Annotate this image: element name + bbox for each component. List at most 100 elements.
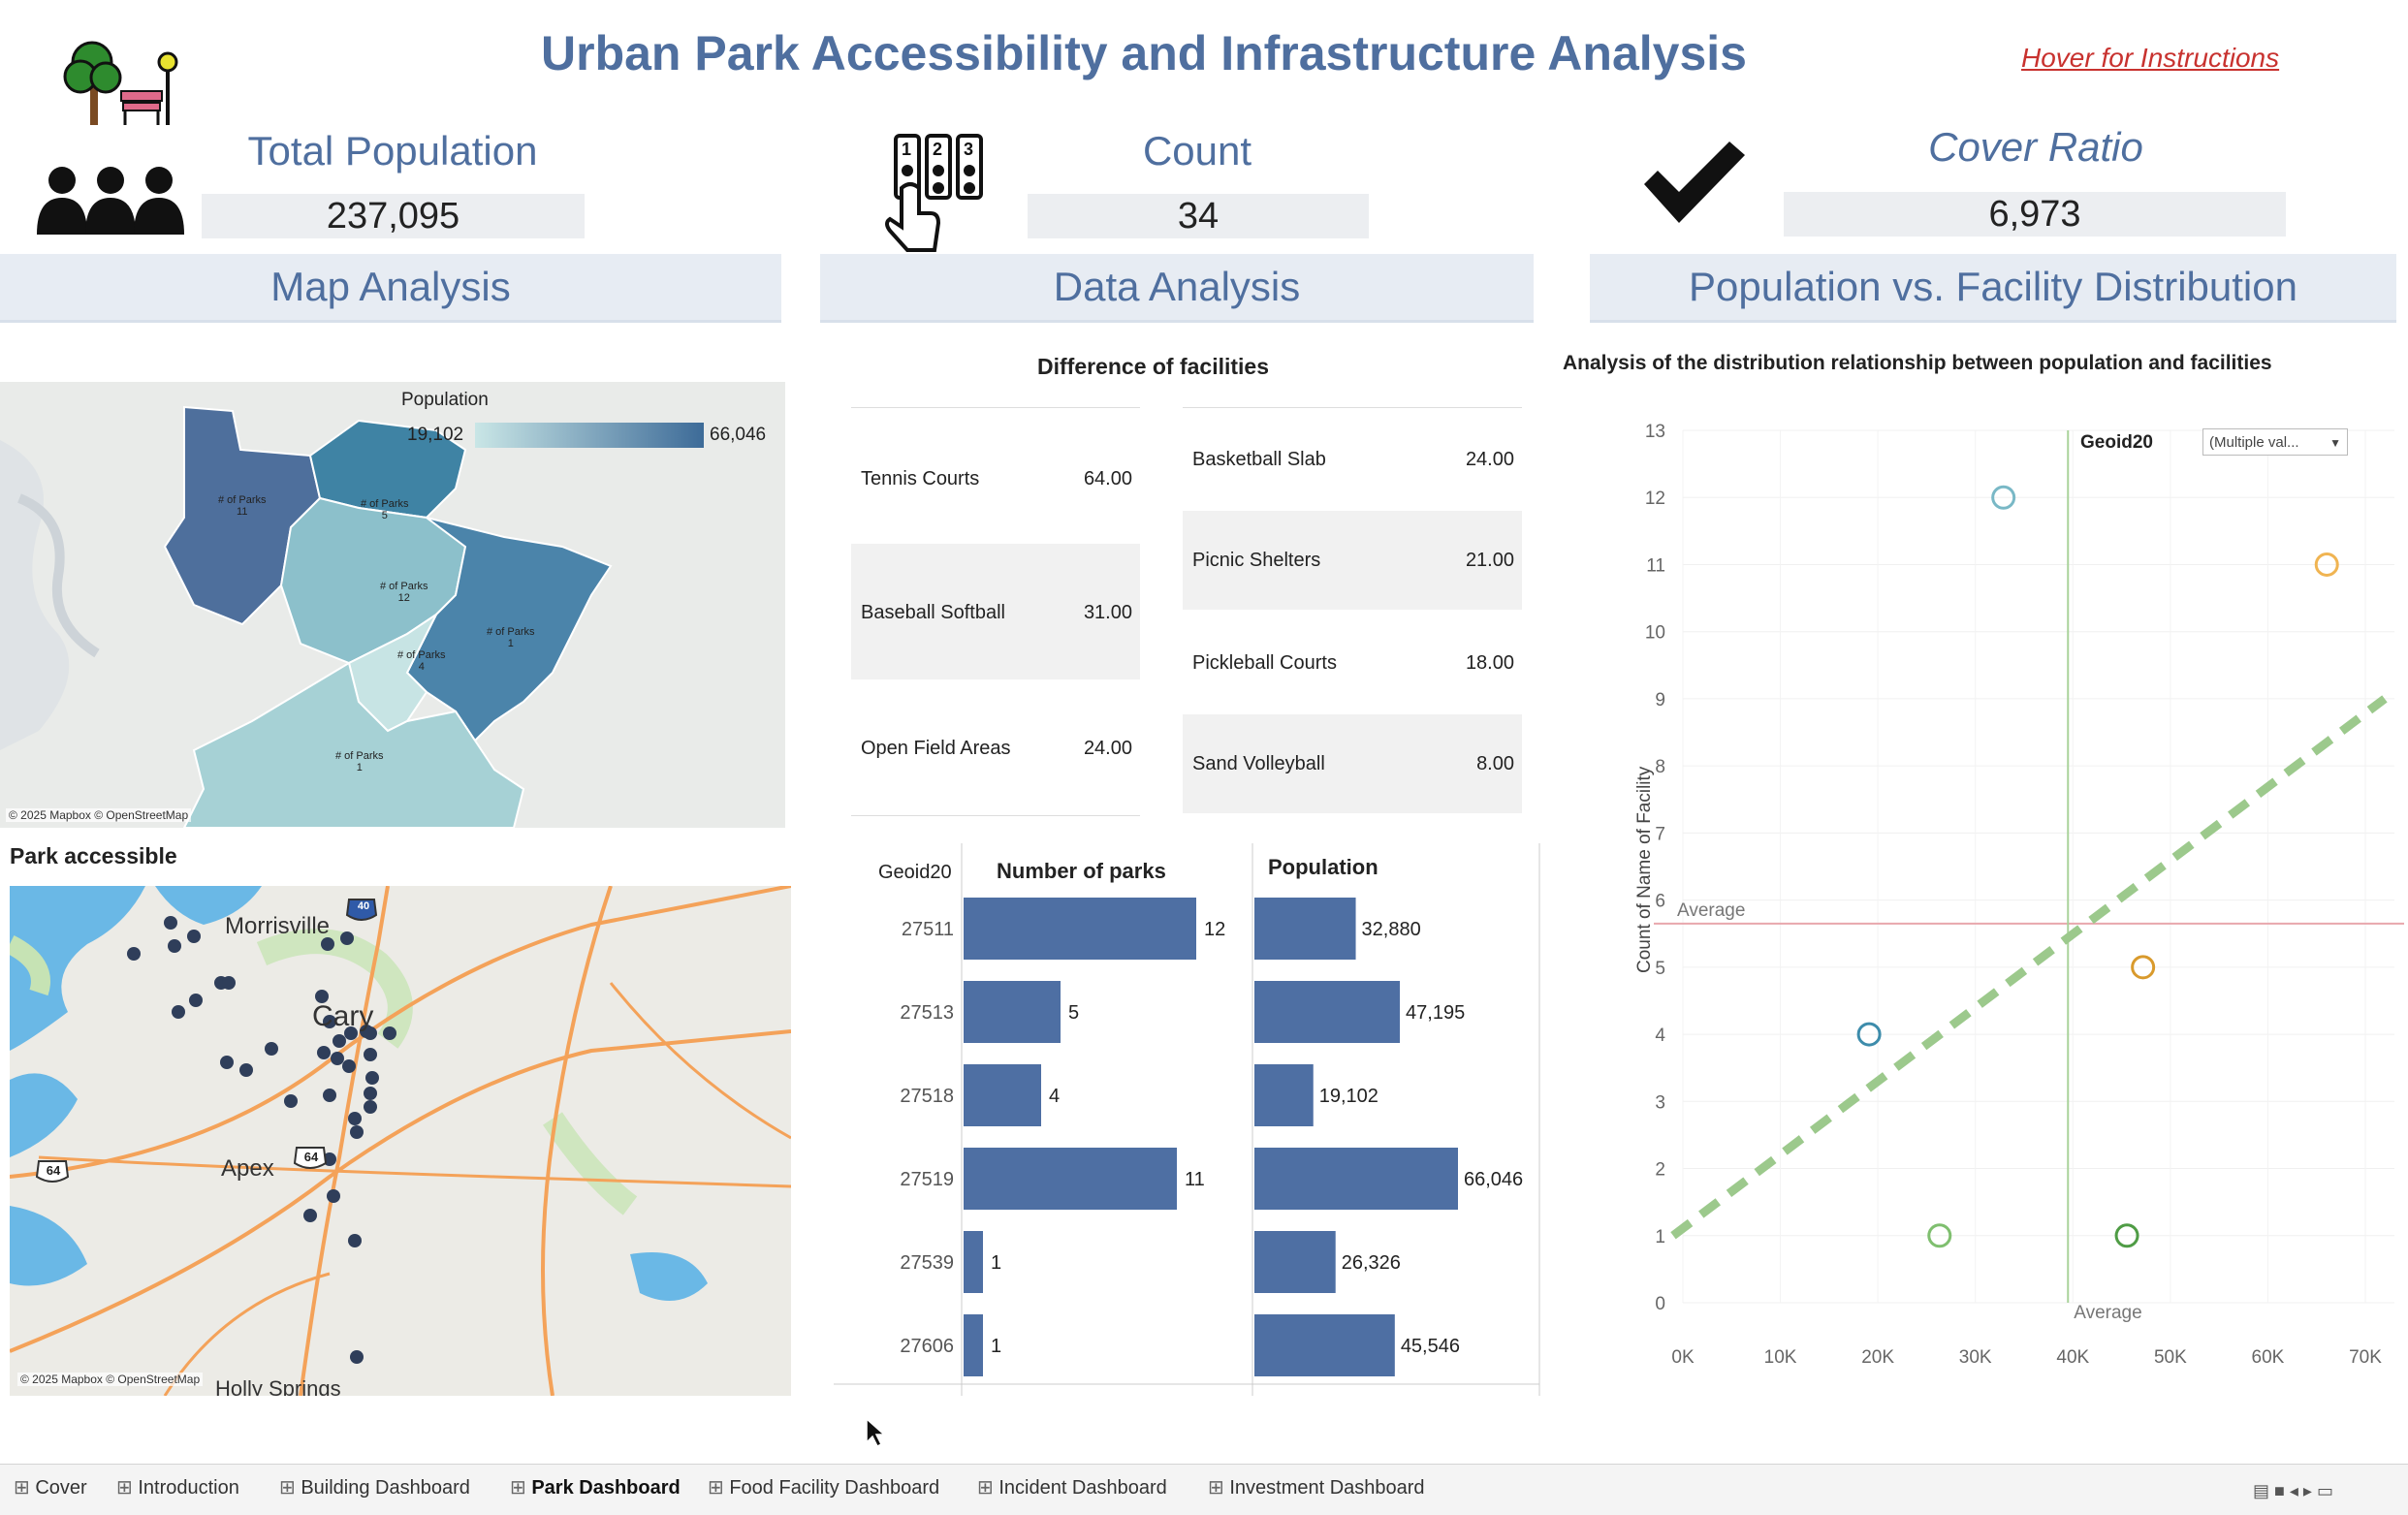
- average-x-label: Average: [2074, 1303, 2141, 1323]
- population-bar[interactable]: [1254, 1314, 1395, 1376]
- parks-bar[interactable]: [964, 1148, 1177, 1210]
- parks-bar-label: 12: [1204, 919, 1225, 940]
- svg-text:1: 1: [902, 140, 911, 159]
- map-credit: © 2025 Mapbox © OpenStreetMap: [6, 808, 192, 822]
- park-accessible-title: Park accessible: [10, 843, 177, 868]
- tab-cover[interactable]: ⊞ Cover: [14, 1475, 87, 1499]
- tab-food-facility-dashboard[interactable]: ⊞ Food Facility Dashboard: [708, 1475, 939, 1499]
- population-bar[interactable]: [1254, 1148, 1458, 1210]
- sheet-grid-icon: ⊞: [14, 1477, 36, 1499]
- y-tick-label: 7: [1655, 824, 1665, 844]
- parks-bar-label: 5: [1068, 1002, 1079, 1024]
- park-locations-map[interactable]: Morrisville Cary Apex Holly Springs 40 6…: [10, 886, 791, 1396]
- facilities-right-column: Basketball Slab 24.00 Picnic Shelters 21.0…: [1183, 407, 1522, 815]
- tab-building-dashboard[interactable]: ⊞ Building Dashboard: [279, 1475, 470, 1499]
- scatter-point[interactable]: [1991, 485, 2016, 510]
- tab-label: Park Dashboard: [531, 1477, 681, 1499]
- hover-instructions-link[interactable]: Hover for Instructions: [2021, 43, 2280, 73]
- x-tick-label: 60K: [2252, 1347, 2285, 1368]
- facility-row: Basketball Slab 24.00: [1192, 449, 1514, 470]
- population-bar-label: 45,546: [1401, 1336, 1460, 1357]
- sheet-grid-icon: ⊞: [977, 1477, 999, 1499]
- us-route-shield-icon: 64: [303, 1150, 319, 1164]
- population-choropleth-map[interactable]: Population 19,102 66,046 # of Parks 11 # …: [0, 382, 785, 828]
- population-bar[interactable]: [1254, 898, 1356, 960]
- geoid-label: 27539: [900, 1252, 954, 1274]
- sheet-grid-icon: ⊞: [1208, 1477, 1230, 1499]
- tab-park-dashboard[interactable]: ⊞ Park Dashboard: [510, 1475, 681, 1499]
- scatter-point[interactable]: [1927, 1223, 1952, 1248]
- sheet-tab-bar: [0, 1464, 2408, 1515]
- sheet-grid-icon: ⊞: [116, 1477, 139, 1499]
- tab-incident-dashboard[interactable]: ⊞ Incident Dashboard: [977, 1475, 1167, 1499]
- data-analysis-header: Data Analysis: [820, 254, 1534, 323]
- count-vote-icon: 1 2 3: [880, 130, 1006, 261]
- geoid-label: 27513: [900, 1002, 954, 1024]
- distribution-header: Population vs. Facility Distribution: [1590, 254, 2396, 323]
- scatter-point[interactable]: [1856, 1022, 1882, 1047]
- parks-bar[interactable]: [964, 981, 1061, 1043]
- tab-label: Investment Dashboard: [1229, 1477, 1425, 1499]
- facilities-title: Difference of facilities: [1037, 354, 1270, 379]
- parks-bar[interactable]: [964, 1231, 983, 1293]
- x-tick-label: 50K: [2154, 1347, 2187, 1368]
- parks-column-header: Number of parks: [997, 859, 1166, 883]
- map-credit: © 2025 Mapbox © OpenStreetMap: [17, 1373, 204, 1386]
- region-label: # of Parks 12: [380, 581, 428, 604]
- place-label-holly-springs: Holly Springs: [215, 1376, 341, 1396]
- kpi-total-population-label: Total Population: [247, 128, 538, 174]
- y-tick-label: 6: [1655, 892, 1665, 912]
- facility-row: Pickleball Courts 18.00: [1192, 652, 1514, 674]
- population-bar-label: 66,046: [1464, 1169, 1523, 1190]
- svg-text:3: 3: [964, 140, 973, 159]
- us-route-shield-icon: 64: [46, 1163, 61, 1178]
- tab-introduction[interactable]: ⊞ Introduction: [116, 1475, 239, 1499]
- mouse-cursor-icon: [865, 1417, 886, 1453]
- place-label-morrisville: Morrisville: [225, 913, 330, 939]
- region-label: # of Parks 1: [335, 750, 384, 773]
- population-bar[interactable]: [1254, 981, 1401, 1043]
- tab-label: Cover: [35, 1477, 87, 1499]
- map-legend-gradient: [475, 423, 704, 448]
- facility-row: Picnic Shelters 21.00: [1183, 511, 1522, 610]
- y-tick-label: 12: [1645, 489, 1665, 509]
- kpi-count-label: Count: [1142, 128, 1252, 174]
- geoid-filter-label: Geoid20: [2080, 432, 2153, 453]
- place-label-apex: Apex: [221, 1155, 274, 1182]
- tab-label: Building Dashboard: [301, 1477, 470, 1499]
- view-controls[interactable]: ▤ ■ ◂ ▸ ▭: [2253, 1481, 2333, 1500]
- map-analysis-header: Map Analysis: [0, 254, 781, 323]
- population-bar-label: 32,880: [1362, 919, 1421, 940]
- scatter-point[interactable]: [2114, 1223, 2139, 1248]
- x-tick-label: 40K: [2056, 1347, 2089, 1368]
- parks-population-bar-table[interactable]: Geoid20 Number of parks Population 27511 12 3…: [834, 843, 1541, 1396]
- geoid-column-header: Geoid20: [878, 862, 952, 883]
- population-bar[interactable]: [1254, 1064, 1314, 1126]
- population-column-header: Population: [1268, 855, 1378, 879]
- y-tick-label: 3: [1655, 1092, 1665, 1113]
- kpi-cover-ratio-label: Cover Ratio: [1928, 124, 2143, 170]
- y-tick-label: 8: [1655, 757, 1665, 777]
- x-tick-label: 70K: [2349, 1347, 2382, 1368]
- population-bar[interactable]: [1254, 1231, 1336, 1293]
- geoid-label: 27518: [900, 1086, 954, 1107]
- average-y-label: Average: [1677, 900, 1745, 921]
- y-tick-label: 10: [1645, 623, 1665, 644]
- y-tick-label: 4: [1655, 1026, 1665, 1046]
- region-label: # of Parks 1: [487, 626, 535, 649]
- tab-investment-dashboard[interactable]: ⊞ Investment Dashboard: [1208, 1475, 1425, 1499]
- sheet-grid-icon: ⊞: [279, 1477, 301, 1499]
- parks-bar-label: 11: [1185, 1169, 1205, 1190]
- geoid-filter-dropdown[interactable]: (Multiple val... ▼: [2202, 428, 2348, 456]
- x-tick-label: 30K: [1959, 1347, 1992, 1368]
- parks-bar[interactable]: [964, 898, 1196, 960]
- parks-bar[interactable]: [964, 1064, 1041, 1126]
- scatter-point[interactable]: [2131, 955, 2156, 980]
- scatter-point[interactable]: [2314, 552, 2339, 577]
- parks-bar[interactable]: [964, 1314, 983, 1376]
- facility-row: Open Field Areas 24.00: [861, 738, 1132, 759]
- x-tick-label: 10K: [1764, 1347, 1797, 1368]
- population-facility-scatter[interactable]: 0 1 2 3 4 5 6 7 8 9 10 11 12 13 0K 10K 20K 30K 40K 50K 60K 70…: [1590, 407, 2408, 1416]
- x-axis-label: Population: [1896, 1394, 1992, 1396]
- svg-text:2: 2: [933, 140, 942, 159]
